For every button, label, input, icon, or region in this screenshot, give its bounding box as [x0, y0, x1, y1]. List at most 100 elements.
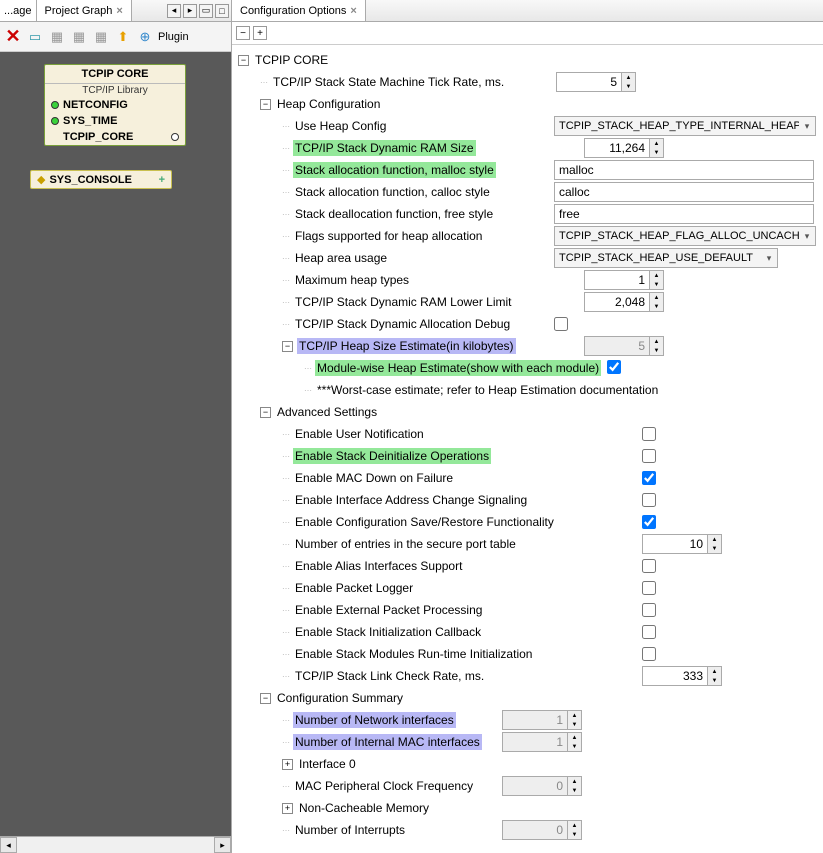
tree-row[interactable]: ⋯MAC Peripheral Clock Frequency▲▼ — [238, 775, 817, 797]
box-icon[interactable]: ▭ — [26, 28, 44, 46]
number-spinner[interactable]: ▲▼ — [584, 138, 664, 158]
number-input[interactable] — [585, 293, 649, 311]
number-input[interactable] — [643, 535, 707, 553]
tree-row[interactable]: ⋯Maximum heap types▲▼ — [238, 269, 817, 291]
minimize-icon[interactable]: ▭ — [199, 4, 213, 18]
tree-row[interactable]: ⋯Use Heap ConfigTCPIP_STACK_HEAP_TYPE_IN… — [238, 115, 817, 137]
tree-row[interactable]: ⋯***Worst-case estimate; refer to Heap E… — [238, 379, 817, 401]
checkbox[interactable] — [642, 471, 656, 485]
spin-down-icon[interactable]: ▼ — [708, 676, 721, 685]
node-row-systime[interactable]: SYS_TIME — [45, 113, 185, 129]
number-spinner[interactable]: ▲▼ — [642, 666, 722, 686]
tree-row[interactable]: ⋯Flags supported for heap allocationTCPI… — [238, 225, 817, 247]
tree-row[interactable]: ⋯Number of entries in the secure port ta… — [238, 533, 817, 555]
expand-all-button[interactable]: + — [253, 26, 267, 40]
node-tcpip-core[interactable]: TCPIP CORE TCP/IP Library NETCONFIG SYS_… — [44, 64, 186, 146]
node-sys-console[interactable]: ◆SYS_CONSOLE+ — [30, 170, 172, 189]
tree-row[interactable]: ⋯Stack allocation function, malloc style — [238, 159, 817, 181]
up-arrow-icon[interactable]: ⬆ — [114, 28, 132, 46]
tree-row[interactable]: ⋯TCP/IP Stack State Machine Tick Rate, m… — [238, 71, 817, 93]
spin-down-icon[interactable]: ▼ — [568, 720, 581, 729]
checkbox[interactable] — [642, 493, 656, 507]
number-spinner[interactable]: ▲▼ — [502, 710, 582, 730]
collapse-all-button[interactable]: − — [236, 26, 250, 40]
number-spinner[interactable]: ▲▼ — [502, 732, 582, 752]
checkbox[interactable] — [642, 427, 656, 441]
checkbox[interactable] — [642, 559, 656, 573]
nav-left-icon[interactable]: ◂ — [167, 4, 181, 18]
checkbox[interactable] — [642, 449, 656, 463]
spin-down-icon[interactable]: ▼ — [568, 830, 581, 839]
scroll-left-icon[interactable]: ◂ — [0, 837, 17, 853]
tab-truncated[interactable]: ...age — [0, 0, 37, 21]
tree-row[interactable]: ⋯TCP/IP Stack Dynamic RAM Size▲▼ — [238, 137, 817, 159]
tree-row[interactable]: ⋯Heap area usageTCPIP_STACK_HEAP_USE_DEF… — [238, 247, 817, 269]
node-row-tcpipcore[interactable]: TCPIP_CORE — [45, 129, 185, 145]
spin-down-icon[interactable]: ▼ — [568, 742, 581, 751]
chevron-down-icon[interactable]: ▾ — [799, 231, 815, 242]
node-row-sysconsole[interactable]: ◆SYS_CONSOLE+ — [31, 171, 171, 188]
tab-config-options[interactable]: Configuration Options× — [232, 0, 366, 21]
tree-row[interactable]: ⋯Number of Interrupts▲▼ — [238, 819, 817, 841]
tree-row[interactable]: −Advanced Settings — [238, 401, 817, 423]
spin-up-icon[interactable]: ▲ — [650, 139, 663, 148]
number-spinner[interactable]: ▲▼ — [502, 820, 582, 840]
tree-row[interactable]: +Interface 0 — [238, 753, 817, 775]
number-spinner[interactable]: ▲▼ — [584, 270, 664, 290]
spin-up-icon[interactable]: ▲ — [650, 271, 663, 280]
number-input[interactable] — [585, 139, 649, 157]
scroll-track[interactable] — [17, 837, 214, 853]
group3-icon[interactable]: ▦ — [92, 28, 110, 46]
number-input[interactable] — [557, 73, 621, 91]
spin-down-icon[interactable]: ▼ — [650, 346, 663, 355]
spin-down-icon[interactable]: ▼ — [622, 82, 635, 91]
checkbox[interactable] — [607, 360, 621, 374]
h-scrollbar[interactable]: ◂ ▸ — [0, 836, 231, 853]
plugin-icon[interactable]: ⊕ — [136, 28, 154, 46]
spin-down-icon[interactable]: ▼ — [650, 148, 663, 157]
tree-row[interactable]: ⋯Enable User Notification — [238, 423, 817, 445]
spin-down-icon[interactable]: ▼ — [650, 302, 663, 311]
delete-icon[interactable]: ✕ — [4, 28, 22, 46]
tab-project-graph[interactable]: Project Graph× — [37, 0, 132, 21]
tree-row[interactable]: ⋯Module-wise Heap Estimate(show with eac… — [238, 357, 817, 379]
number-input[interactable] — [643, 667, 707, 685]
spin-up-icon[interactable]: ▲ — [568, 777, 581, 786]
tree-row[interactable]: ⋯Enable External Packet Processing — [238, 599, 817, 621]
tree-row[interactable]: ⋯Number of Network interfaces▲▼ — [238, 709, 817, 731]
spin-up-icon[interactable]: ▲ — [568, 711, 581, 720]
text-input[interactable] — [554, 182, 814, 202]
number-spinner[interactable]: ▲▼ — [502, 776, 582, 796]
expander-icon[interactable]: + — [282, 803, 293, 814]
expander-icon[interactable]: − — [260, 99, 271, 110]
checkbox[interactable] — [554, 317, 568, 331]
spin-up-icon[interactable]: ▲ — [650, 293, 663, 302]
checkbox[interactable] — [642, 603, 656, 617]
combo-box[interactable]: TCPIP_STACK_HEAP_USE_DEFAULT▾ — [554, 248, 778, 268]
number-spinner[interactable]: ▲▼ — [556, 72, 636, 92]
tree-row[interactable]: −Heap Configuration — [238, 93, 817, 115]
text-input[interactable] — [554, 160, 814, 180]
spin-up-icon[interactable]: ▲ — [622, 73, 635, 82]
close-icon[interactable]: × — [350, 5, 356, 17]
tree-root[interactable]: − TCPIP CORE — [238, 49, 817, 71]
maximize-icon[interactable]: □ — [215, 4, 229, 18]
tree-row[interactable]: ⋯TCP/IP Stack Dynamic RAM Lower Limit▲▼ — [238, 291, 817, 313]
chevron-down-icon[interactable]: ▾ — [761, 253, 777, 264]
combo-box[interactable]: TCPIP_STACK_HEAP_FLAG_ALLOC_UNCACHED▾ — [554, 226, 816, 246]
text-input[interactable] — [554, 204, 814, 224]
expander-icon[interactable]: − — [260, 407, 271, 418]
tree-row[interactable]: ⋯Number of Internal MAC interfaces▲▼ — [238, 731, 817, 753]
scroll-right-icon[interactable]: ▸ — [214, 837, 231, 853]
combo-box[interactable]: TCPIP_STACK_HEAP_TYPE_INTERNAL_HEAP▾ — [554, 116, 816, 136]
checkbox[interactable] — [642, 515, 656, 529]
tree-row[interactable]: ⋯Enable Stack Initialization Callback — [238, 621, 817, 643]
spin-down-icon[interactable]: ▼ — [650, 280, 663, 289]
checkbox[interactable] — [642, 625, 656, 639]
checkbox[interactable] — [642, 647, 656, 661]
spin-up-icon[interactable]: ▲ — [568, 821, 581, 830]
tree-row[interactable]: ⋯Enable Packet Logger — [238, 577, 817, 599]
chevron-down-icon[interactable]: ▾ — [799, 121, 815, 132]
expander-icon[interactable]: + — [282, 759, 293, 770]
tree-row[interactable]: ⋯Enable Alias Interfaces Support — [238, 555, 817, 577]
